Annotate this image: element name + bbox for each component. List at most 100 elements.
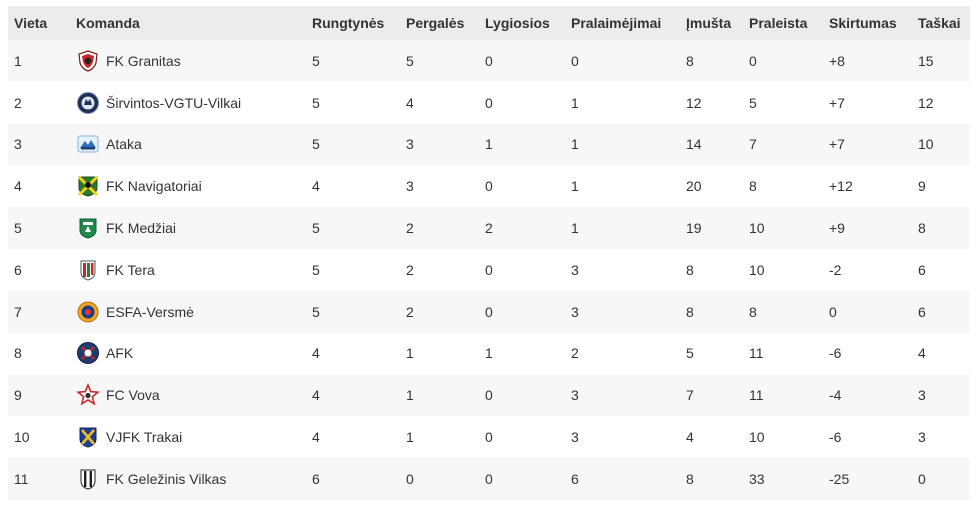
cell-team[interactable]: FK Navigatoriai <box>70 165 306 208</box>
trakai-crest-icon <box>76 425 100 449</box>
cell-wins: 0 <box>400 457 479 500</box>
cell-wins: 2 <box>400 248 479 291</box>
cell-wins: 3 <box>400 165 479 208</box>
cell-losses: 0 <box>565 40 680 82</box>
afk-crest-icon <box>76 341 100 365</box>
cell-draws: 1 <box>479 123 565 166</box>
table-row[interactable]: 2 Širvintos-VGTU-Vilkai 5 4 0 1 12 5 +7 12 <box>8 81 970 124</box>
cell-conceded: 8 <box>743 165 823 208</box>
team-link[interactable]: AFK <box>76 341 306 365</box>
table-row[interactable]: 7 ESFA-Versmė 5 2 0 3 8 8 0 6 <box>8 290 970 333</box>
table-row[interactable]: 3 Ataka 5 3 1 1 14 7 +7 10 <box>8 123 970 166</box>
team-name[interactable]: FK Tera <box>106 261 155 278</box>
table-row[interactable]: 6 FK Tera 5 2 0 3 8 10 -2 6 <box>8 248 970 291</box>
cell-losses: 3 <box>565 416 680 458</box>
cell-draws: 0 <box>479 374 565 417</box>
cell-scored: 8 <box>680 457 743 500</box>
cell-conceded: 10 <box>743 416 823 458</box>
team-link[interactable]: Ataka <box>76 132 306 156</box>
team-name[interactable]: FK Medžiai <box>106 220 177 237</box>
header-place[interactable]: Vieta <box>8 6 70 40</box>
team-name[interactable]: ESFA-Versmė <box>106 303 194 320</box>
header-diff[interactable]: Skirtumas <box>823 6 912 40</box>
team-link[interactable]: FC Vova <box>76 383 306 407</box>
cell-scored: 8 <box>680 40 743 82</box>
header-conceded[interactable]: Praleista <box>743 6 823 40</box>
cell-played: 4 <box>306 165 400 208</box>
header-draws[interactable]: Lygiosios <box>479 6 565 40</box>
cell-conceded: 10 <box>743 207 823 249</box>
table-row[interactable]: 5 FK Medžiai 5 2 2 1 19 10 +9 8 <box>8 207 970 249</box>
team-name[interactable]: Ataka <box>106 136 142 153</box>
table-row[interactable]: 10 VJFK Trakai 4 1 0 3 4 10 -6 3 <box>8 416 970 458</box>
cell-played: 5 <box>306 81 400 124</box>
cell-played: 4 <box>306 416 400 458</box>
team-link[interactable]: ESFA-Versmė <box>76 300 306 324</box>
cell-team[interactable]: FK Tera <box>70 248 306 291</box>
team-name[interactable]: FK Geležinis Vilkas <box>106 470 227 487</box>
table-row[interactable]: 11 FK Geležinis Vilkas 6 0 0 6 8 33 -25 0 <box>8 457 970 500</box>
table-row[interactable]: 1 FK Granitas 5 5 0 0 8 0 +8 15 <box>8 40 970 82</box>
team-link[interactable]: FK Geležinis Vilkas <box>76 467 306 491</box>
cell-draws: 2 <box>479 207 565 249</box>
header-played[interactable]: Rungtynės <box>306 6 400 40</box>
cell-team[interactable]: ESFA-Versmė <box>70 290 306 333</box>
team-link[interactable]: FK Tera <box>76 258 306 282</box>
cell-losses: 1 <box>565 207 680 249</box>
cell-losses: 1 <box>565 123 680 166</box>
cell-team[interactable]: FC Vova <box>70 374 306 417</box>
team-link[interactable]: FK Medžiai <box>76 216 306 240</box>
table-row[interactable]: 4 FK Navigatoriai 4 3 0 1 20 8 +12 9 <box>8 165 970 208</box>
team-link[interactable]: FK Granitas <box>76 49 306 73</box>
cell-place: 7 <box>8 290 70 333</box>
cell-conceded: 7 <box>743 123 823 166</box>
cell-wins: 2 <box>400 290 479 333</box>
cell-team[interactable]: Ataka <box>70 123 306 166</box>
team-name[interactable]: FK Navigatoriai <box>106 178 202 195</box>
cell-place: 4 <box>8 165 70 208</box>
cell-losses: 6 <box>565 457 680 500</box>
header-losses[interactable]: Pralaimėjimai <box>565 6 680 40</box>
cell-points: 3 <box>912 416 970 458</box>
cell-team[interactable]: FK Medžiai <box>70 207 306 249</box>
cell-diff: +7 <box>823 123 912 166</box>
team-name[interactable]: VJFK Trakai <box>106 429 183 446</box>
cell-scored: 20 <box>680 165 743 208</box>
cell-team[interactable]: Širvintos-VGTU-Vilkai <box>70 81 306 124</box>
team-name[interactable]: Širvintos-VGTU-Vilkai <box>106 94 242 111</box>
cell-losses: 1 <box>565 81 680 124</box>
cell-diff: -6 <box>823 332 912 375</box>
team-link[interactable]: Širvintos-VGTU-Vilkai <box>76 91 306 115</box>
cell-diff: +7 <box>823 81 912 124</box>
team-name[interactable]: AFK <box>106 345 134 362</box>
header-team[interactable]: Komanda <box>70 6 306 40</box>
table-row[interactable]: 8 AFK 4 1 1 2 5 11 -6 4 <box>8 332 970 375</box>
cell-wins: 1 <box>400 416 479 458</box>
team-name[interactable]: FK Granitas <box>106 52 181 69</box>
cell-points: 6 <box>912 290 970 333</box>
team-name[interactable]: FC Vova <box>106 387 160 404</box>
cell-draws: 0 <box>479 165 565 208</box>
cell-place: 6 <box>8 248 70 291</box>
header-points[interactable]: Taškai <box>912 6 970 40</box>
cell-played: 5 <box>306 290 400 333</box>
cell-team[interactable]: FK Geležinis Vilkas <box>70 457 306 500</box>
team-link[interactable]: FK Navigatoriai <box>76 174 306 198</box>
team-link[interactable]: VJFK Trakai <box>76 425 306 449</box>
table-row[interactable]: 9 FC Vova 4 1 0 3 7 11 -4 3 <box>8 374 970 417</box>
cell-place: 3 <box>8 123 70 166</box>
cell-team[interactable]: VJFK Trakai <box>70 416 306 458</box>
cell-draws: 0 <box>479 457 565 500</box>
cell-points: 6 <box>912 248 970 291</box>
cell-place: 9 <box>8 374 70 417</box>
cell-team[interactable]: AFK <box>70 332 306 375</box>
header-scored[interactable]: Įmušta <box>680 6 743 40</box>
cell-draws: 0 <box>479 40 565 82</box>
cell-scored: 19 <box>680 207 743 249</box>
cell-team[interactable]: FK Granitas <box>70 40 306 82</box>
cell-draws: 0 <box>479 81 565 124</box>
header-wins[interactable]: Pergalės <box>400 6 479 40</box>
cell-losses: 3 <box>565 374 680 417</box>
cell-points: 3 <box>912 374 970 417</box>
